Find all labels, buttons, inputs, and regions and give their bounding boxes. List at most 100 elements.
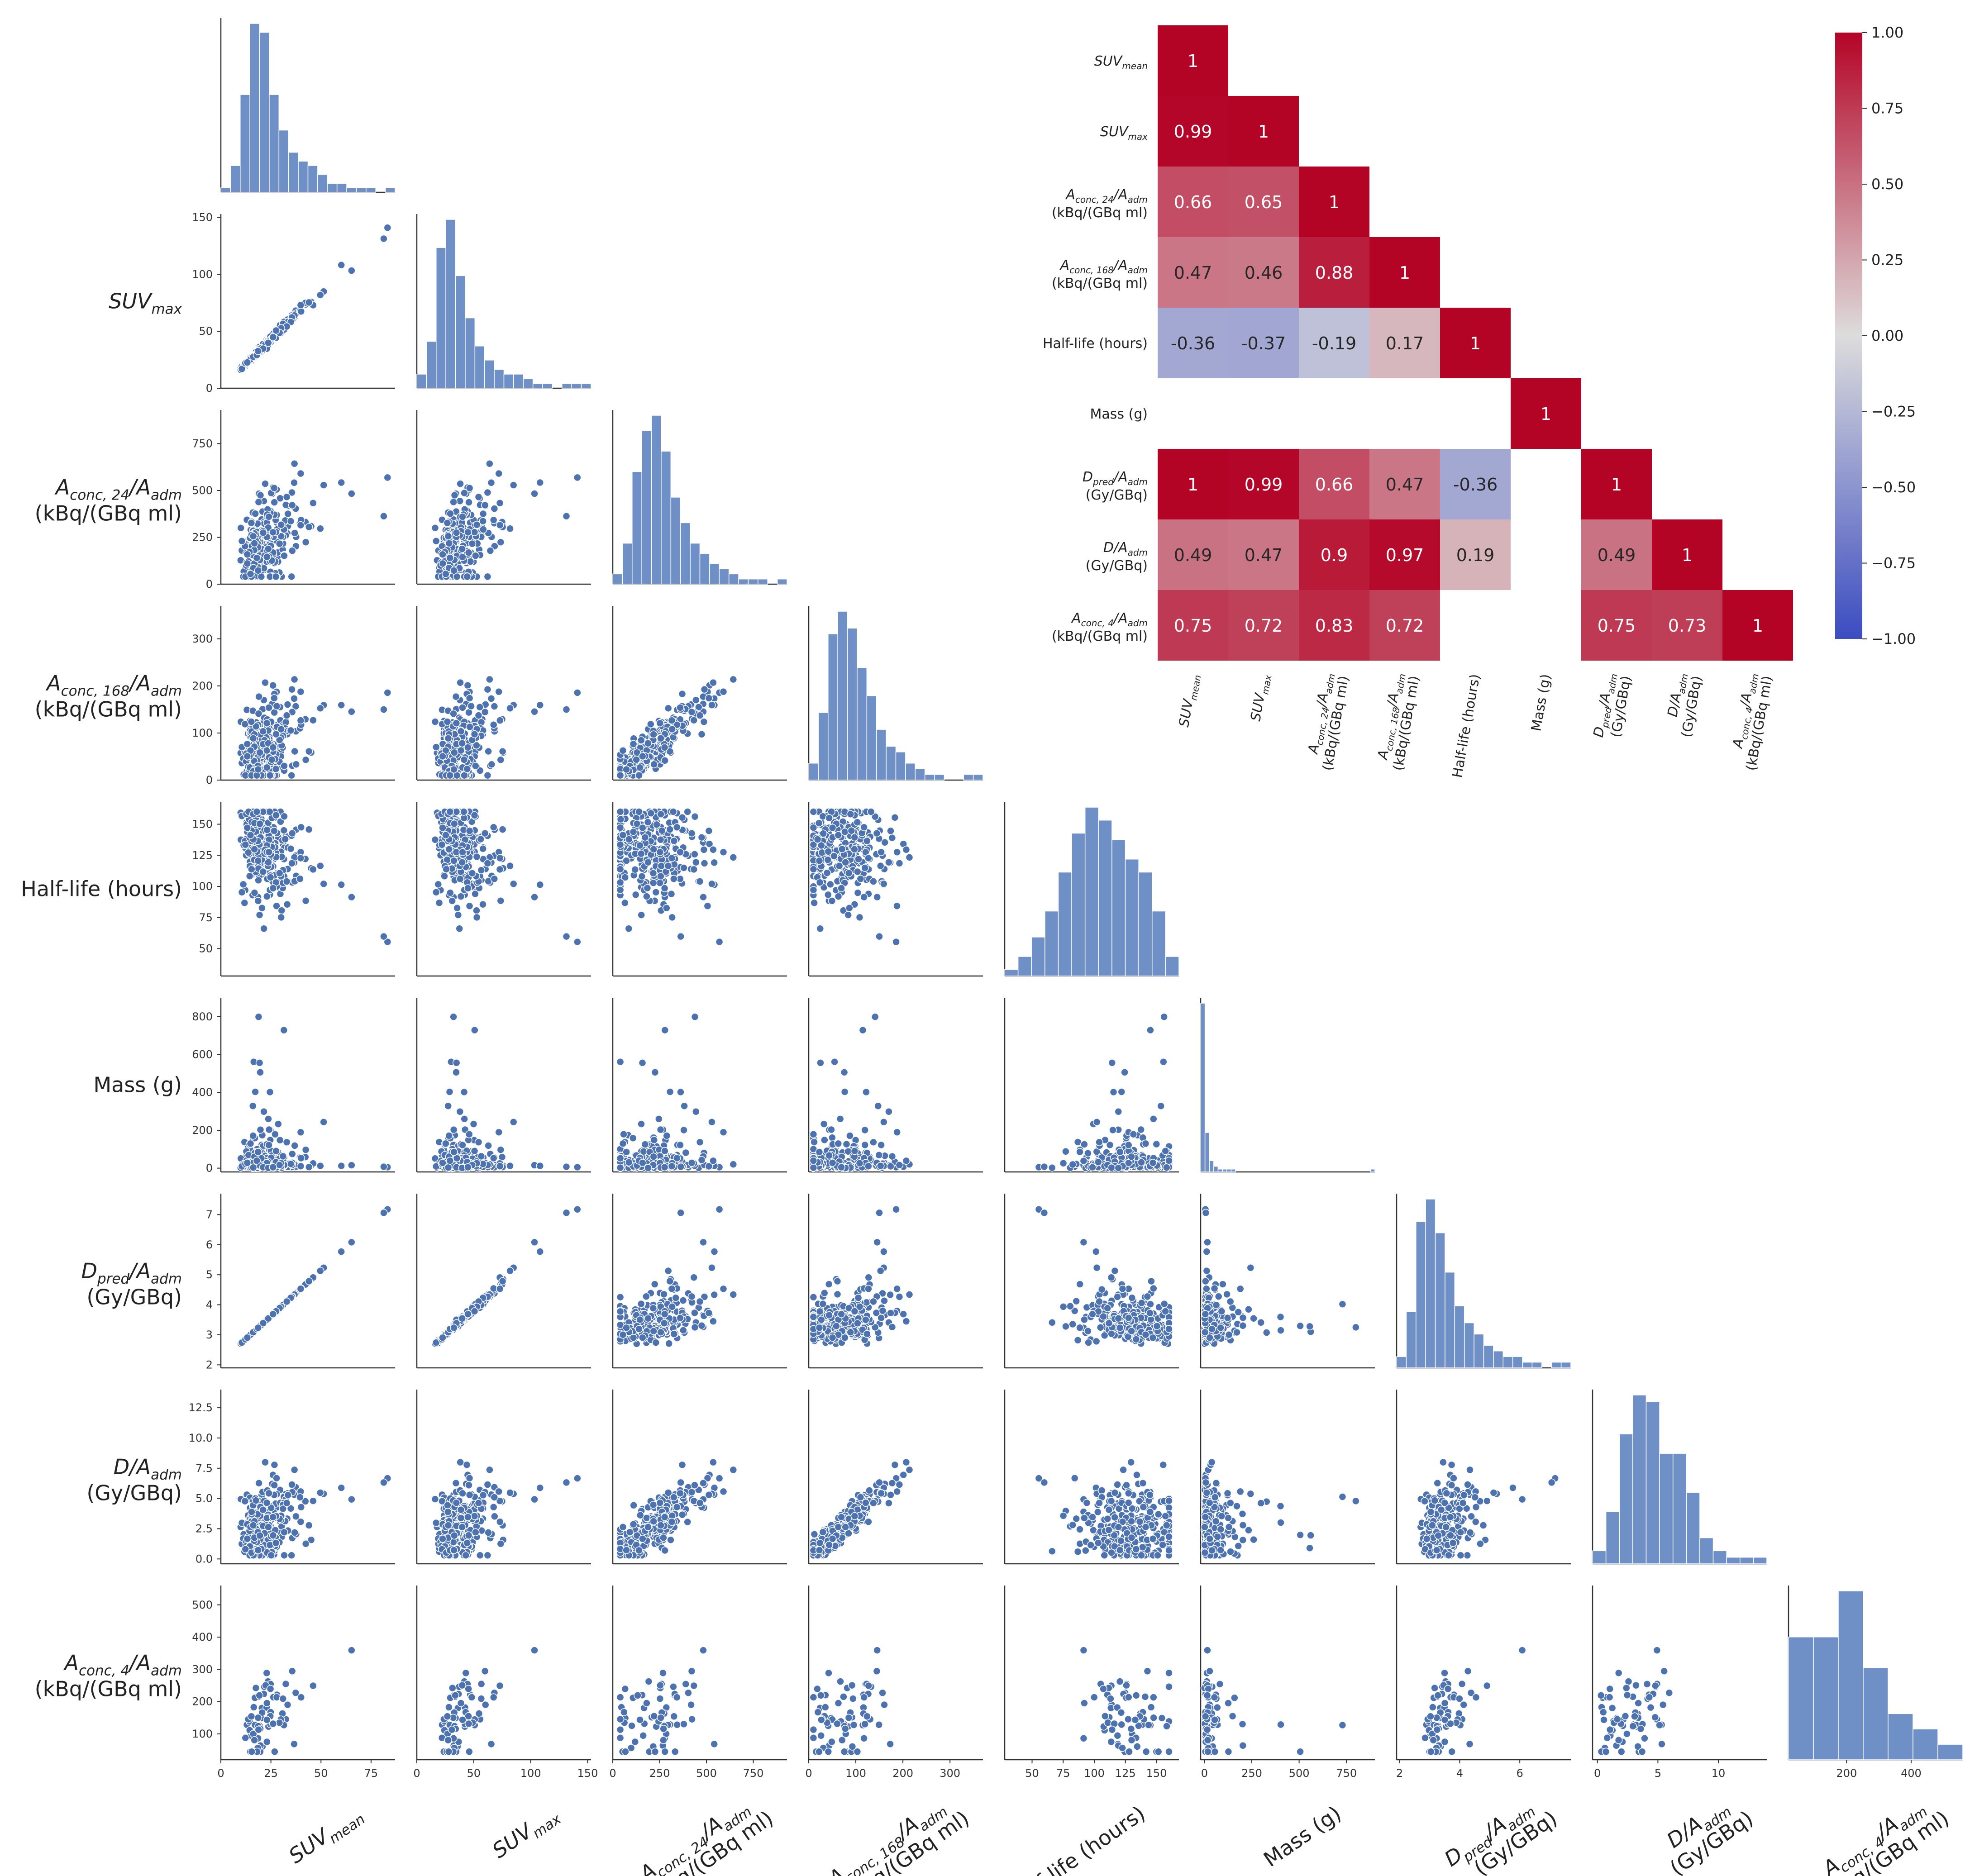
scatter-point (573, 1163, 582, 1171)
scatter-point (450, 567, 458, 575)
scatter-point (490, 702, 499, 710)
scatter-point (266, 771, 274, 780)
hist-bar (1226, 1169, 1232, 1172)
scatter-point (509, 880, 518, 888)
scatter-point (456, 875, 464, 883)
scatter-point (888, 1152, 897, 1161)
scatter-point (641, 833, 649, 842)
scatter-point (850, 833, 859, 842)
scatter-point (465, 694, 474, 702)
hist-bar (1213, 1166, 1219, 1172)
scatter-point (442, 865, 450, 873)
scatter-point (442, 1139, 450, 1148)
scatter-point (248, 865, 256, 873)
hist-bar (298, 161, 309, 193)
scatter-point (573, 938, 582, 946)
scatter-point (474, 711, 483, 719)
scatter-point (639, 752, 647, 761)
scatter-point (700, 718, 708, 726)
scatter-point (700, 685, 709, 694)
pair-cell-aconc168-vs-aconc168 (808, 606, 983, 781)
scatter-point (621, 899, 629, 907)
scatter-point (320, 880, 328, 888)
pair-cell-aconc168-vs-aconc24 (612, 606, 787, 781)
scatter-point (1124, 1141, 1133, 1149)
scatter-point (263, 892, 271, 900)
scatter-point (690, 716, 698, 724)
scatter-point (309, 865, 317, 874)
scatter-point (284, 509, 292, 518)
scatter-point (241, 840, 250, 849)
scatter-point (496, 521, 504, 529)
scatter-point (239, 880, 248, 889)
scatter-point (616, 808, 625, 816)
scatter-point (487, 479, 496, 487)
pair-cell-mass-vs-mass (1200, 998, 1375, 1173)
scatter-point (452, 1068, 460, 1076)
scatter-point (680, 864, 688, 872)
scatter-point (290, 695, 298, 703)
hist-bar (808, 762, 819, 781)
scatter-point (238, 365, 246, 373)
scatter-point (709, 846, 717, 854)
scatter-point (895, 1161, 904, 1169)
scatter-point (619, 831, 627, 839)
scatter-point (305, 1277, 313, 1286)
scatter-point (616, 1058, 625, 1066)
hist-bar (445, 219, 456, 389)
scatter-point (670, 875, 678, 883)
scatter-point (481, 501, 489, 509)
scatter-point (1157, 1102, 1165, 1110)
hist-bar (1370, 1169, 1375, 1172)
scatter-point (254, 876, 262, 885)
scatter-point (457, 892, 465, 900)
scatter-point (269, 884, 277, 892)
scatter-point (290, 675, 299, 684)
scatter-point (320, 481, 328, 489)
scatter-point (450, 1148, 458, 1156)
scatter-point (854, 855, 863, 863)
scatter-point (828, 824, 837, 832)
scatter-point (255, 911, 264, 919)
scatter-point (678, 690, 687, 698)
scatter-point (253, 808, 261, 816)
scatter-point (657, 810, 665, 818)
scatter-point (337, 881, 345, 889)
scatter-point (266, 1088, 274, 1096)
scatter-point (380, 512, 388, 520)
hist-bar (719, 568, 730, 585)
scatter-point (495, 1128, 503, 1137)
scatter-point (243, 358, 252, 367)
scatter-point (337, 701, 345, 709)
hist-bar (963, 774, 974, 781)
hist-bar (1058, 871, 1072, 976)
hist-bar (924, 774, 935, 781)
scatter-point (291, 1142, 299, 1150)
scatter-point (856, 875, 865, 883)
scatter-point (810, 1138, 818, 1146)
scatter-point (845, 904, 854, 912)
scatter-point (264, 545, 272, 553)
hist-bar (426, 341, 437, 389)
hist-bar (837, 611, 848, 781)
scatter-point (305, 1163, 313, 1171)
scatter-point (272, 702, 281, 710)
scatter-point (657, 862, 666, 870)
scatter-point (272, 572, 280, 581)
scatter-point (1095, 1138, 1103, 1147)
scatter-point (625, 924, 633, 933)
scatter-point (834, 831, 843, 839)
scatter-point (818, 848, 826, 857)
hist-bar (748, 578, 758, 585)
scatter-point (463, 572, 472, 581)
scatter-point (477, 866, 486, 874)
scatter-point (265, 1141, 273, 1149)
scatter-point (661, 756, 669, 765)
scatter-point (649, 879, 658, 887)
hist-bar (1045, 910, 1059, 976)
scatter-point (254, 567, 262, 575)
scatter-point (875, 1151, 883, 1159)
hist-bar (973, 774, 983, 781)
pair-cell-mass-vs-suv_max (416, 998, 591, 1173)
